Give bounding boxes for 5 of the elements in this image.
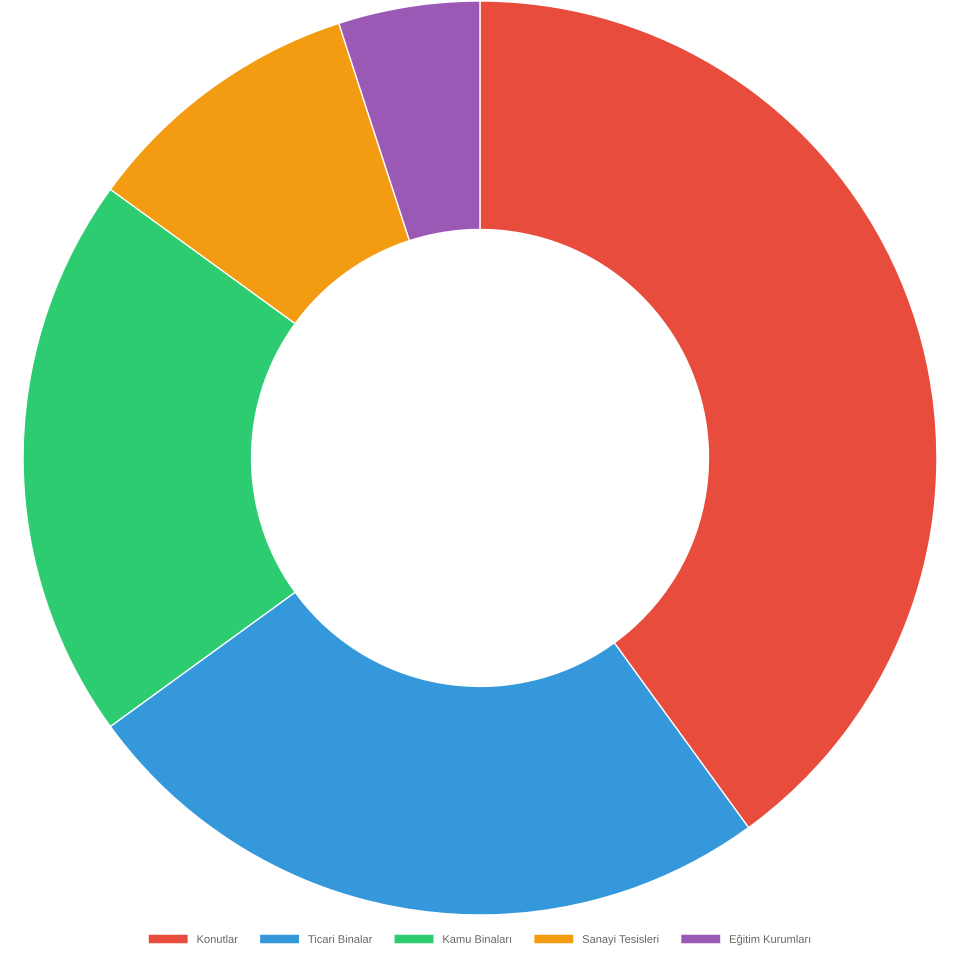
legend-label: Konutlar bbox=[197, 934, 238, 944]
legend-label: Eğitim Kurumları bbox=[730, 934, 810, 946]
legend-label: Sanayi Tesisleri bbox=[582, 934, 658, 946]
legend-label: Ticari Binalar bbox=[308, 934, 372, 944]
legend-label: Kamu Binaları bbox=[443, 934, 512, 944]
